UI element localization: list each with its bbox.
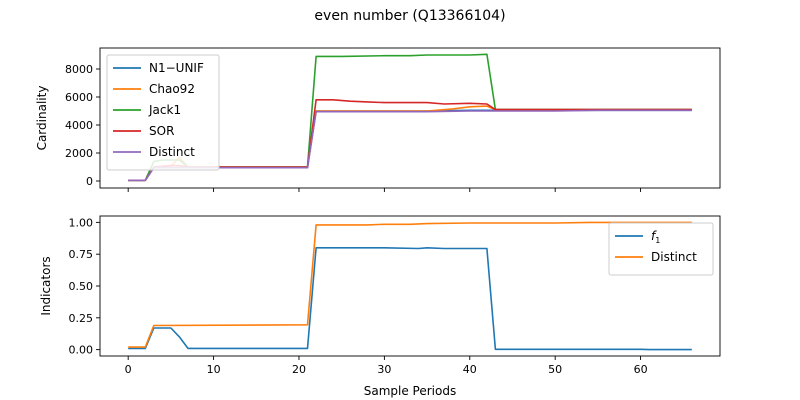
cardinality-plot-frame xyxy=(99,47,721,189)
indicators-panel: 0 10 20 30 40 50 60 0.00 0.25 0.50 0.75 1.00 Indica… xyxy=(39,215,721,398)
figure-title: even number (Q13366104) xyxy=(314,8,505,24)
indicators-y-tick-label: 0.00 xyxy=(69,344,94,357)
cardinality-legend-frame xyxy=(106,54,220,171)
cardinality-legend: N1−UNIF Chao92 Jack1 SOR Distinct xyxy=(106,54,220,171)
indicators-y-axis-label: Indicators xyxy=(39,256,53,315)
indicators-y-tick-label: 0.75 xyxy=(69,248,94,261)
indicators-y-tick-label: 1.00 xyxy=(69,216,94,229)
indicators-legend-label-distinct: Distinct xyxy=(651,250,697,264)
indicators-series-f1-line xyxy=(128,247,692,351)
x-axis-label: Sample Periods xyxy=(364,384,456,398)
cardinality-panel: 0 2000 4000 6000 8000 Cardinality N1−UNIF Cha… xyxy=(35,47,721,192)
indicators-x-tick-label: 60 xyxy=(634,363,648,376)
cardinality-y-tick-label: 2000 xyxy=(65,147,93,160)
cardinality-legend-label-n1-unif: N1−UNIF xyxy=(149,61,204,75)
indicators-series-lines xyxy=(128,221,692,351)
cardinality-y-tick-label: 4000 xyxy=(65,119,93,132)
cardinality-y-axis-label: Cardinality xyxy=(35,86,49,151)
indicators-y-tick-label: 0.50 xyxy=(69,280,94,293)
indicators-x-tick-label: 20 xyxy=(292,363,306,376)
indicators-x-tick-label: 50 xyxy=(548,363,562,376)
cardinality-y-tick-label: 8000 xyxy=(65,63,93,76)
indicators-legend-label-f1: f1 xyxy=(651,229,660,245)
cardinality-legend-label-sor: SOR xyxy=(149,124,174,138)
indicators-legend-frame xyxy=(608,222,714,276)
indicators-y-tick-label: 0.25 xyxy=(69,312,94,325)
indicators-series-distinct-line xyxy=(128,221,692,348)
cardinality-y-tick-label: 6000 xyxy=(65,91,93,104)
cardinality-legend-label-distinct: Distinct xyxy=(149,145,195,159)
indicators-legend: f1 Distinct xyxy=(608,222,714,276)
cardinality-y-tick-label: 0 xyxy=(86,175,93,188)
cardinality-legend-label-chao92: Chao92 xyxy=(149,82,195,96)
cardinality-legend-label-jack1: Jack1 xyxy=(148,103,181,117)
cardinality-axis-ticks: 0 2000 4000 6000 8000 xyxy=(65,63,642,192)
indicators-axis-ticks: 0 10 20 30 40 50 60 0.00 0.25 0.50 0.75 1.00 xyxy=(69,216,648,376)
indicators-x-tick-label: 30 xyxy=(377,363,391,376)
indicators-x-tick-label: 10 xyxy=(207,363,221,376)
indicators-x-tick-label: 0 xyxy=(125,363,132,376)
indicators-x-tick-label: 40 xyxy=(463,363,477,376)
